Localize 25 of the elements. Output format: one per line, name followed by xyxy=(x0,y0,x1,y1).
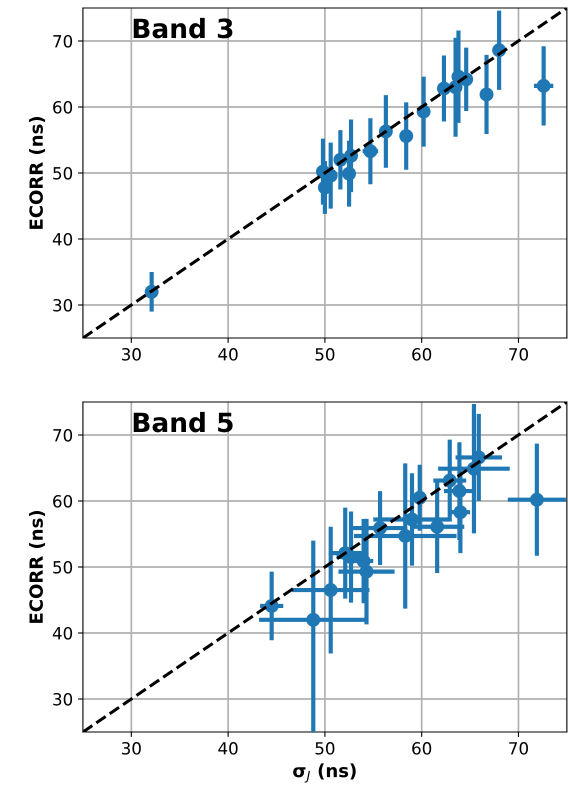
y-tick-label: 70 xyxy=(53,34,72,48)
x-tick-label: 70 xyxy=(509,348,528,361)
y-tick-label: 50 xyxy=(53,560,72,574)
y-tick-label: 40 xyxy=(52,626,72,640)
y-tick-label: 50 xyxy=(53,166,72,180)
x-tick-label: 60 xyxy=(412,742,432,755)
y-axis-title: ECORR (ns) xyxy=(28,116,46,229)
y-tick-label: 40 xyxy=(52,232,72,246)
y-tick-label: 30 xyxy=(53,692,72,706)
x-tick-label: 40 xyxy=(218,348,238,361)
x-tick-label: 30 xyxy=(122,348,141,361)
annotation: Band 3 xyxy=(134,18,232,38)
x-tick-label: 30 xyxy=(122,742,141,755)
y-tick-label: 70 xyxy=(53,428,72,442)
x-tick-label: 50 xyxy=(316,348,334,361)
y-tick-label: 60 xyxy=(53,100,72,114)
x-tick-label: 70 xyxy=(509,742,528,755)
y-axis-title: ECORR (ns) xyxy=(28,510,46,623)
y-tick-label: 30 xyxy=(53,298,72,312)
annotation: Band 5 xyxy=(134,412,233,432)
x-axis-title: σ$_{J}$ (ns) xyxy=(293,763,356,783)
y-tick-label: 60 xyxy=(53,494,72,508)
x-tick-label: 50 xyxy=(316,742,334,755)
x-tick-label: 60 xyxy=(412,348,432,361)
x-tick-label: 40 xyxy=(218,742,238,755)
